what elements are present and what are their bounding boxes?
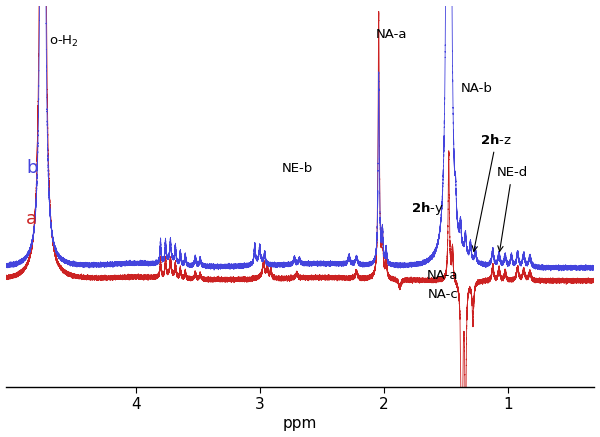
X-axis label: ppm: ppm xyxy=(283,416,317,431)
Text: NA-b: NA-b xyxy=(461,82,493,95)
Text: o-H$_2$: o-H$_2$ xyxy=(49,34,79,49)
Text: b: b xyxy=(26,159,38,177)
Text: NA-c: NA-c xyxy=(427,288,458,301)
Text: $\mathbf{2h}$-y: $\mathbf{2h}$-y xyxy=(411,200,444,217)
Text: NE-b: NE-b xyxy=(282,162,313,175)
Text: NA-a: NA-a xyxy=(427,269,458,282)
Text: NE-d: NE-d xyxy=(497,166,528,251)
Text: NA-a: NA-a xyxy=(376,28,408,42)
Text: $\mathbf{2h}$-z: $\mathbf{2h}$-z xyxy=(472,133,512,251)
Text: a: a xyxy=(26,210,37,228)
